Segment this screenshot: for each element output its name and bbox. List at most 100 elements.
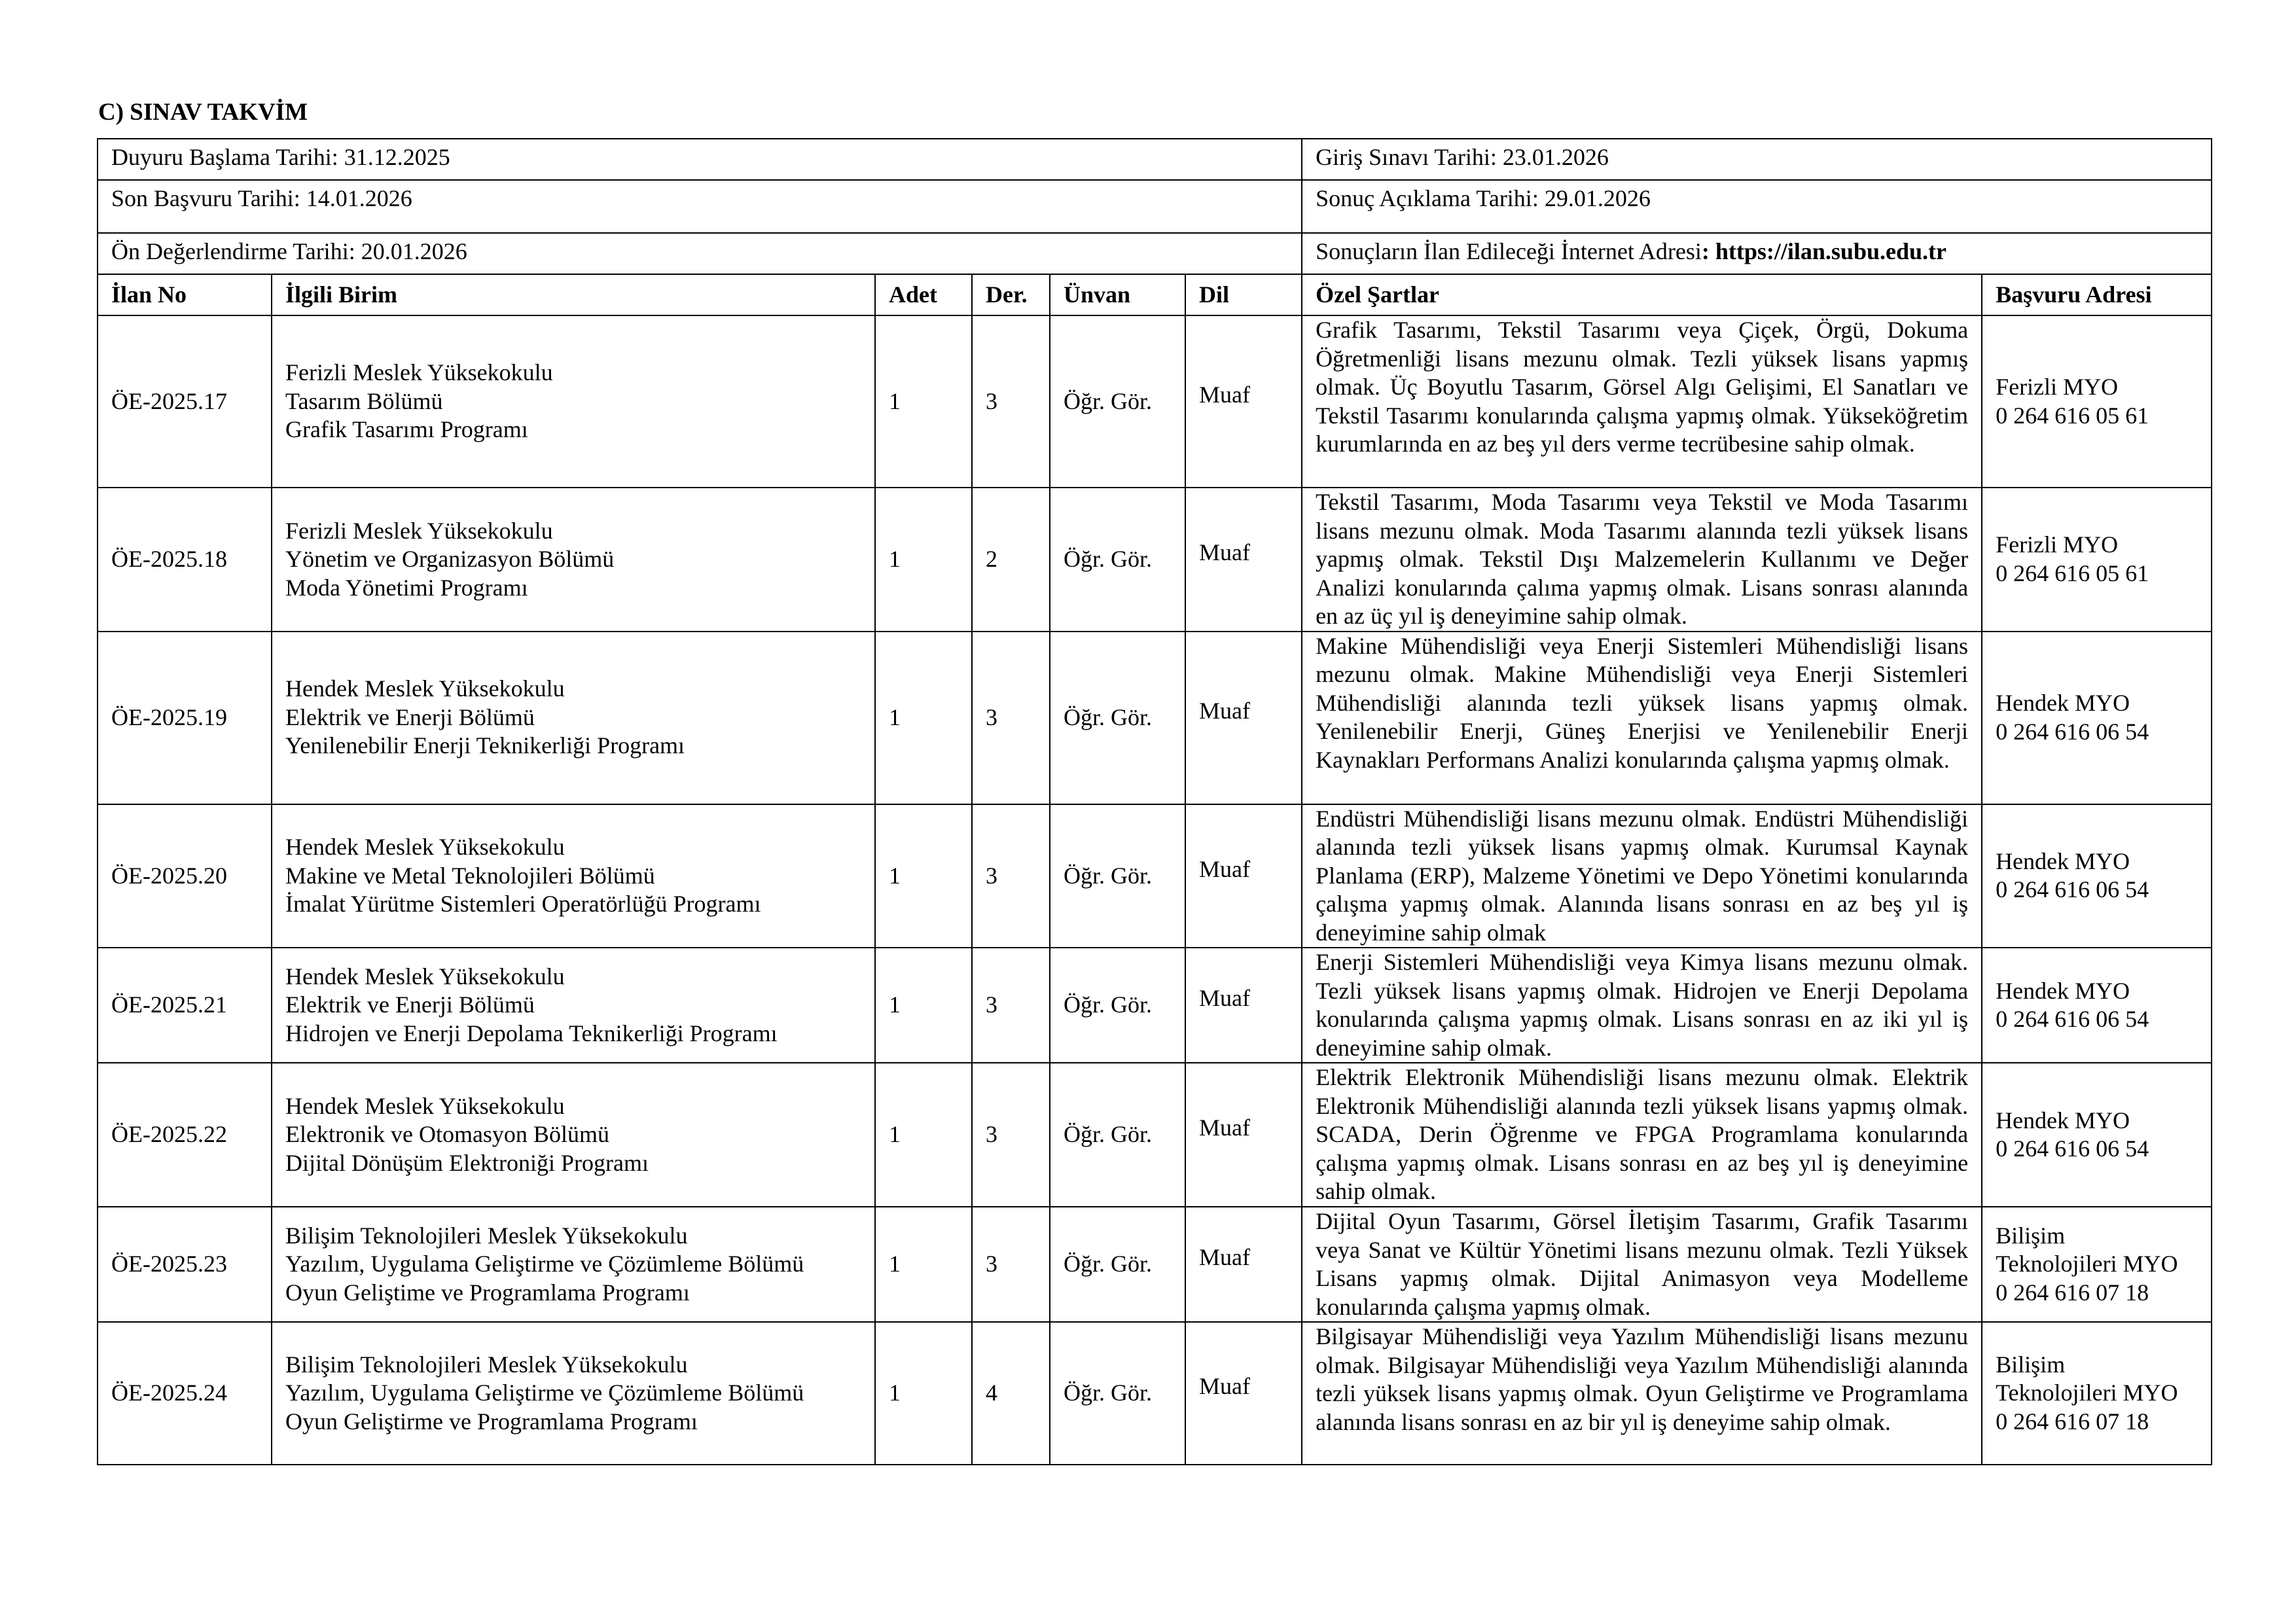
unit-line: Yönetim ve Organizasyon Bölümü [285, 546, 615, 572]
unit-line: Hendek Meslek Yüksekokulu [285, 675, 565, 702]
address-line: 0 264 616 06 54 [1996, 1006, 2149, 1032]
address-line: Hendek MYO [1996, 1107, 2130, 1133]
basvuru-adresi: Hendek MYO 0 264 616 06 54 [1981, 1062, 2213, 1207]
derece: 4 [971, 1321, 1050, 1465]
basvuru-adresi: Hendek MYO 0 264 616 06 54 [1981, 630, 2213, 805]
ilan-no: ÖE-2025.17 [97, 315, 272, 488]
ilgili-birim: Ferizli Meslek Yüksekokulu Yönetim ve Org… [271, 487, 876, 632]
address-line: 0 264 616 06 54 [1996, 718, 2149, 745]
unit-line: Bilişim Teknolojileri Meslek Yüksekokulu [285, 1351, 688, 1378]
address-line: 0 264 616 06 54 [1996, 1135, 2149, 1162]
ilan-no: ÖE-2025.19 [97, 630, 272, 805]
dil: Muaf [1184, 630, 1303, 805]
unit-line: Elektrik ve Enerji Bölümü [285, 704, 535, 730]
ilgili-birim: Hendek Meslek Yüksekokulu Elektronik ve O… [271, 1062, 876, 1207]
basvuru-adresi: Bilişim Teknolojileri MYO 0 264 616 07 18 [1981, 1206, 2213, 1323]
header-ozel-sartlar: Özel Şartlar [1301, 274, 1983, 316]
ilan-no: ÖE-2025.24 [97, 1321, 272, 1465]
ozel-sartlar: Dijital Oyun Tasarımı, Görsel İletişim T… [1301, 1206, 1983, 1323]
unit-line: Ferizli Meslek Yüksekokulu [285, 517, 553, 544]
unit-line: Oyun Geliştime ve Programlama Programı [285, 1279, 690, 1306]
adet: 1 [874, 947, 973, 1063]
unvan: Öğr. Gör. [1049, 487, 1186, 632]
header-basvuru-adresi: Başvuru Adresi [1981, 274, 2213, 316]
unit-line: Grafik Tasarımı Programı [285, 416, 528, 443]
section-title: C) SINAV TAKVİM [98, 99, 308, 126]
basvuru-adresi: Hendek MYO 0 264 616 06 54 [1981, 803, 2213, 948]
ilgili-birim: Hendek Meslek Yüksekokulu Elektrik ve Ene… [271, 947, 876, 1063]
basvuru-adresi: Bilişim Teknolojileri MYO 0 264 616 07 18 [1981, 1321, 2213, 1465]
ozel-sartlar: Elektrik Elektronik Mühendisliği lisans … [1301, 1062, 1983, 1207]
basvuru-adresi: Ferizli MYO 0 264 616 05 61 [1981, 315, 2213, 488]
unvan: Öğr. Gör. [1049, 1206, 1186, 1323]
address-line: Ferizli MYO [1996, 531, 2119, 558]
dil: Muaf [1184, 315, 1303, 488]
derece: 3 [971, 803, 1050, 948]
ozel-sartlar: Tekstil Tasarımı, Moda Tasarımı veya Tek… [1301, 487, 1983, 632]
ozel-sartlar: Endüstri Mühendisliği lisans mezunu olma… [1301, 803, 1983, 948]
derece: 3 [971, 947, 1050, 1063]
adet: 1 [874, 630, 973, 805]
unit-line: Tasarım Bölümü [285, 387, 443, 414]
address-line: Bilişim [1996, 1222, 2066, 1249]
derece: 3 [971, 1062, 1050, 1207]
announcement-start-date: Duyuru Başlama Tarihi: 31.12.2025 [96, 138, 1303, 181]
ilgili-birim: Ferizli Meslek Yüksekokulu Tasarım Bölümü… [271, 315, 876, 488]
unit-line: Moda Yönetimi Programı [285, 574, 528, 601]
table-row: ÖE-2025.22 Hendek Meslek Yüksekokulu Elekt… [97, 1062, 2213, 1207]
results-url-link[interactable]: : https://ilan.subu.edu.tr [1701, 238, 1946, 264]
adet: 1 [874, 315, 973, 488]
unvan: Öğr. Gör. [1049, 315, 1186, 488]
unit-line: Oyun Geliştirme ve Programlama Programı [285, 1408, 698, 1435]
unit-line: Hendek Meslek Yüksekokulu [285, 834, 565, 860]
table-row: ÖE-2025.23 Bilişim Teknolojileri Meslek Y… [97, 1206, 2213, 1323]
ilan-no: ÖE-2025.20 [97, 803, 272, 948]
unit-line: Hendek Meslek Yüksekokulu [285, 963, 565, 990]
address-line: Ferizli MYO [1996, 374, 2119, 400]
ilgili-birim: Hendek Meslek Yüksekokulu Makine ve Metal… [271, 803, 876, 948]
ilgili-birim: Hendek Meslek Yüksekokulu Elektrik ve Ene… [271, 630, 876, 805]
unit-line: Bilişim Teknolojileri Meslek Yüksekokulu [285, 1222, 688, 1249]
address-line: 0 264 616 05 61 [1996, 402, 2149, 429]
unit-line: Ferizli Meslek Yüksekokulu [285, 359, 553, 386]
address-line: Bilişim [1996, 1351, 2066, 1378]
unit-line: Elektrik ve Enerji Bölümü [285, 991, 535, 1018]
table-row: ÖE-2025.21 Hendek Meslek Yüksekokulu Elekt… [97, 947, 2213, 1063]
dil: Muaf [1184, 1062, 1303, 1207]
adet: 1 [874, 1062, 973, 1207]
adet: 1 [874, 487, 973, 632]
header-unvan: Ünvan [1049, 274, 1186, 316]
address-line: Teknolojileri MYO [1996, 1251, 2178, 1277]
dil: Muaf [1184, 947, 1303, 1063]
address-line: 0 264 616 06 54 [1996, 876, 2149, 903]
address-line: Teknolojileri MYO [1996, 1380, 2178, 1406]
table-row: ÖE-2025.18 Ferizli Meslek Yüksekokulu Yöne… [97, 487, 2213, 632]
ilan-no: ÖE-2025.18 [97, 487, 272, 632]
address-line: 0 264 616 05 61 [1996, 560, 2149, 586]
adet: 1 [874, 803, 973, 948]
header-der: Der. [971, 274, 1050, 316]
dil: Muaf [1184, 803, 1303, 948]
entrance-exam-date: Giriş Sınavı Tarihi: 23.01.2026 [1301, 138, 2213, 181]
pre-evaluation-date: Ön Değerlendirme Tarihi: 20.01.2026 [96, 232, 1303, 275]
unit-line: Yenilenebilir Enerji Teknikerliği Progra… [285, 732, 685, 759]
address-line: Hendek MYO [1996, 977, 2130, 1004]
adet: 1 [874, 1206, 973, 1323]
unvan: Öğr. Gör. [1049, 947, 1186, 1063]
ilgili-birim: Bilişim Teknolojileri Meslek Yüksekokulu… [271, 1206, 876, 1323]
table-row: ÖE-2025.24 Bilişim Teknolojileri Meslek Y… [97, 1321, 2213, 1465]
header-dil: Dil [1184, 274, 1303, 316]
ozel-sartlar: Enerji Sistemleri Mühendisliği veya Kimy… [1301, 947, 1983, 1063]
dil: Muaf [1184, 1206, 1303, 1323]
results-url-label: Sonuçların İlan Edileceği İnternet Adres… [1316, 238, 1702, 264]
ozel-sartlar: Grafik Tasarımı, Tekstil Tasarımı veya Ç… [1301, 315, 1983, 488]
results-url-cell: Sonuçların İlan Edileceği İnternet Adres… [1301, 232, 2213, 275]
basvuru-adresi: Ferizli MYO 0 264 616 05 61 [1981, 487, 2213, 632]
ozel-sartlar: Bilgisayar Mühendisliği veya Yazılım Müh… [1301, 1321, 1983, 1465]
result-announcement-date: Sonuç Açıklama Tarihi: 29.01.2026 [1301, 179, 2213, 234]
derece: 3 [971, 1206, 1050, 1323]
unvan: Öğr. Gör. [1049, 1062, 1186, 1207]
header-ilan-no: İlan No [97, 274, 272, 316]
unvan: Öğr. Gör. [1049, 803, 1186, 948]
table-row: ÖE-2025.19 Hendek Meslek Yüksekokulu Elekt… [97, 630, 2213, 805]
